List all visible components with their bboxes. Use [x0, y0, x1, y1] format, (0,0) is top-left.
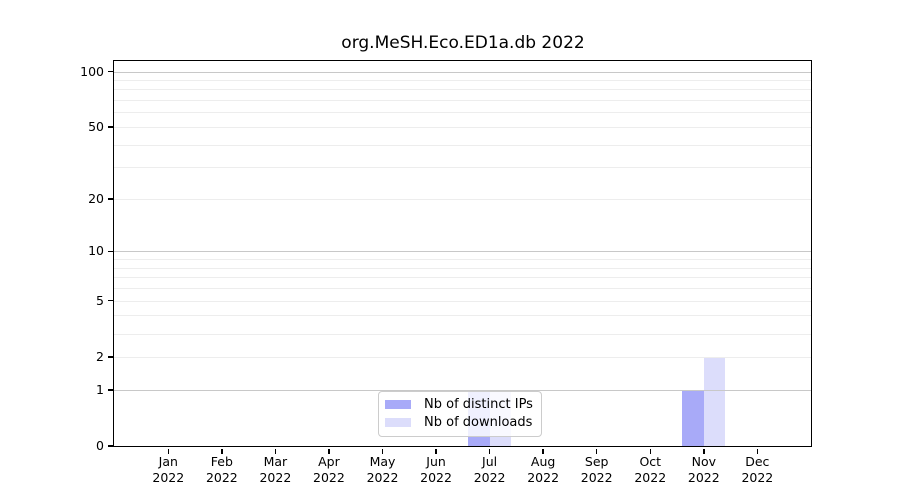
minor-gridline [114, 79, 811, 81]
minor-gridline [114, 259, 811, 261]
x-tick-mark [649, 448, 651, 454]
x-tick-label: Dec 2022 [725, 454, 789, 485]
x-tick-mark [167, 448, 170, 454]
minor-gridline [114, 277, 811, 279]
x-tick-mark [703, 448, 705, 454]
x-tick-label: Jul 2022 [458, 454, 522, 485]
x-tick-mark [488, 448, 491, 454]
minor-gridline [114, 100, 811, 102]
legend: Nb of distinct IPs Nb of downloads [378, 391, 542, 437]
y-tick-mark [107, 250, 113, 253]
x-tick-year: 2022 [259, 469, 292, 485]
minor-gridline [114, 167, 811, 169]
x-tick-label: May 2022 [351, 454, 415, 485]
x-tick-mark [756, 448, 759, 454]
y-tick-label: 0 [96, 438, 104, 453]
minor-gridline [114, 144, 811, 146]
major-gridline [114, 251, 811, 253]
x-tick-year: 2022 [634, 469, 667, 485]
x-tick-year: 2022 [741, 469, 774, 485]
x-tick-mark [274, 448, 277, 454]
x-tick-year: 2022 [580, 469, 613, 485]
x-tick-year: 2022 [527, 469, 560, 485]
plot-area: 0 1 2 5 10 20 50 100 Jan 2022 Feb 2022 Mar 2022 Apr 202… [80, 60, 812, 485]
x-tick-label: Mar 2022 [243, 454, 307, 485]
axes-ticks-layer: 0 1 2 5 10 20 50 100 Jan 2022 Feb 2022 Mar 2022 Apr 202… [80, 61, 811, 485]
y-tick-mark [107, 70, 113, 73]
y-tick-label: 5 [96, 292, 104, 308]
chart-title: org.MeSH.Eco.ED1a.db 2022 [341, 33, 585, 53]
minor-gridline [114, 198, 811, 200]
major-gridline [114, 71, 811, 73]
x-tick-mark [381, 448, 384, 454]
minor-gridline [114, 356, 811, 358]
y-tick-label: 20 [88, 190, 104, 206]
minor-gridline [114, 126, 811, 128]
x-tick-year: 2022 [366, 469, 399, 485]
x-tick-label: Apr 2022 [297, 454, 361, 485]
legend-item-downloads: Nb of downloads [385, 414, 541, 432]
y-tick-mark [107, 198, 113, 200]
y-tick-label: 10 [88, 243, 104, 259]
x-tick-label: Sep 2022 [565, 454, 629, 485]
y-tick-mark [107, 126, 113, 128]
x-tick-mark [542, 448, 544, 454]
major-gridline [114, 389, 811, 391]
y-tick-mark [107, 389, 113, 391]
y-tick-mark [107, 445, 113, 447]
x-tick-mark [221, 448, 223, 454]
x-tick-year: 2022 [152, 469, 185, 485]
minor-gridline [114, 315, 811, 317]
x-tick-mark [595, 448, 598, 454]
x-tick-label: Feb 2022 [190, 454, 254, 485]
x-tick-mark [435, 448, 437, 454]
y-tick-mark [107, 299, 113, 302]
x-tick-mark [328, 448, 330, 454]
minor-gridline [114, 89, 811, 91]
x-tick-year: 2022 [420, 469, 452, 485]
x-tick-label: Jan 2022 [136, 454, 200, 485]
minor-gridline [114, 112, 811, 114]
distinct-ips-swatch [385, 400, 411, 410]
minor-gridline [114, 288, 811, 290]
x-tick-label: Aug 2022 [511, 454, 575, 485]
y-tick-label: 1 [96, 381, 104, 397]
downloads-swatch [385, 417, 411, 427]
x-tick-year: 2022 [473, 469, 506, 485]
legend-label-downloads: Nb of downloads [424, 414, 533, 430]
x-tick-label: Jun 2022 [404, 454, 468, 485]
x-tick-label: Oct 2022 [618, 454, 682, 485]
bar-distinct-ips [682, 389, 704, 446]
x-tick-label: Nov 2022 [672, 454, 736, 485]
legend-item-distinct-ips: Nb of distinct IPs [385, 396, 541, 414]
y-tick-mark [107, 356, 113, 358]
y-tick-label: 50 [88, 118, 104, 134]
y-tick-label: 100 [80, 63, 104, 79]
bar-downloads [703, 356, 726, 446]
minor-gridline [114, 267, 811, 269]
minor-gridline [114, 333, 811, 335]
x-tick-year: 2022 [313, 469, 345, 485]
legend-label-distinct-ips: Nb of distinct IPs [424, 397, 533, 413]
y-tick-label: 2 [96, 348, 104, 364]
minor-gridline [114, 300, 811, 302]
x-tick-year: 2022 [205, 469, 238, 485]
gridlines-layer [114, 61, 811, 446]
x-tick-year: 2022 [687, 469, 720, 485]
